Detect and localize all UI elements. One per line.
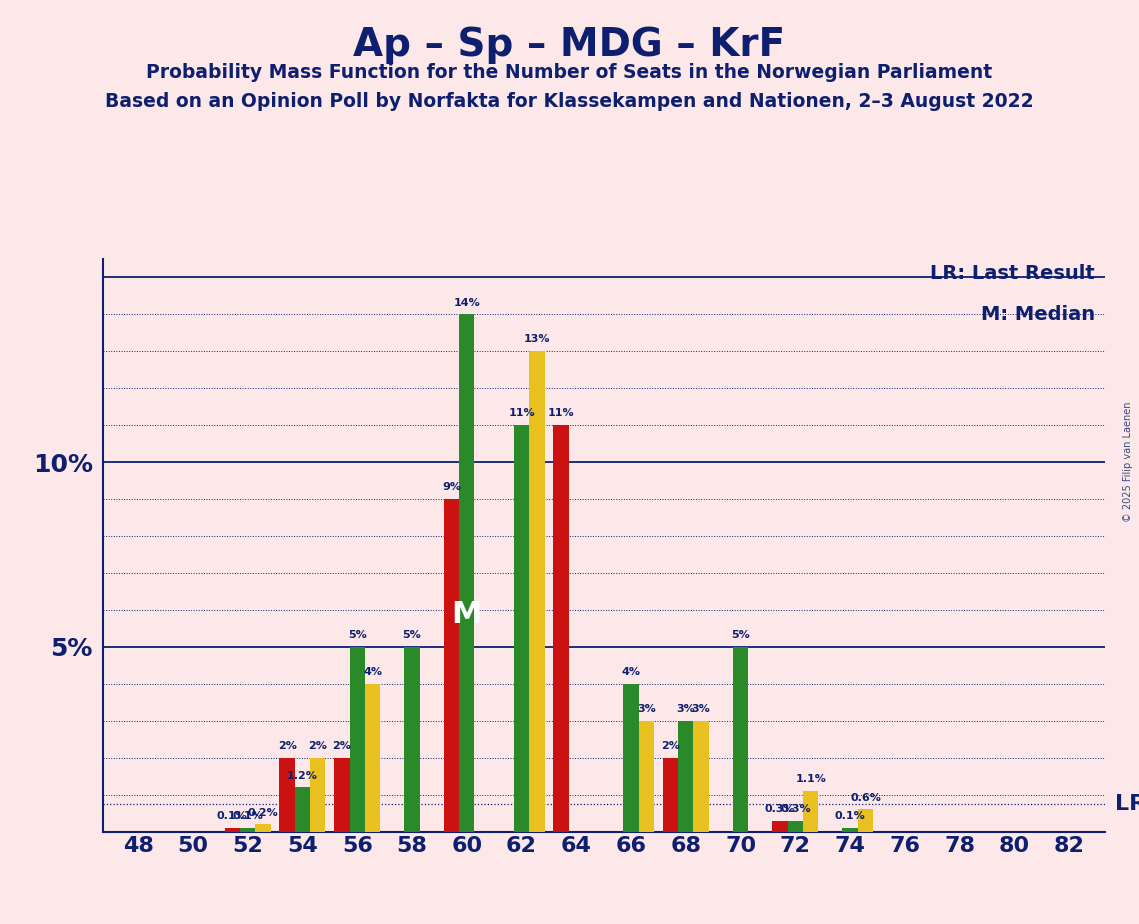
Text: Ap – Sp – MDG – KrF: Ap – Sp – MDG – KrF [353, 26, 786, 64]
Bar [554, 425, 568, 832]
Text: LR: LR [1115, 794, 1139, 814]
Bar [334, 758, 350, 832]
Bar [224, 828, 240, 832]
Text: 5%: 5% [347, 630, 367, 640]
Bar [623, 684, 639, 832]
Text: 0.3%: 0.3% [780, 804, 811, 814]
Bar [295, 787, 310, 832]
Text: 3%: 3% [637, 704, 656, 714]
Bar [404, 647, 419, 832]
Text: 11%: 11% [508, 408, 535, 419]
Text: 0.1%: 0.1% [232, 811, 263, 821]
Text: 14%: 14% [453, 298, 481, 308]
Text: 4%: 4% [363, 667, 382, 677]
Text: 3%: 3% [691, 704, 711, 714]
Text: 5%: 5% [402, 630, 421, 640]
Bar [364, 684, 380, 832]
Text: 0.1%: 0.1% [835, 811, 866, 821]
Text: 0.6%: 0.6% [850, 793, 880, 803]
Bar [530, 351, 544, 832]
Bar [255, 824, 271, 832]
Bar [639, 721, 654, 832]
Bar [459, 314, 475, 832]
Text: 9%: 9% [442, 482, 461, 492]
Text: 13%: 13% [524, 334, 550, 345]
Bar [514, 425, 530, 832]
Text: 2%: 2% [333, 741, 351, 751]
Text: 4%: 4% [622, 667, 640, 677]
Bar [772, 821, 788, 832]
Text: 1.1%: 1.1% [795, 774, 826, 784]
Bar [694, 721, 708, 832]
Text: 2%: 2% [309, 741, 327, 751]
Bar [444, 499, 459, 832]
Text: Based on an Opinion Poll by Norfakta for Klassekampen and Nationen, 2–3 August 2: Based on an Opinion Poll by Norfakta for… [105, 92, 1034, 112]
Bar [279, 758, 295, 832]
Bar [678, 721, 694, 832]
Text: LR: Last Result: LR: Last Result [931, 264, 1095, 284]
Bar [663, 758, 678, 832]
Text: 1.2%: 1.2% [287, 771, 318, 781]
Text: 2%: 2% [661, 741, 680, 751]
Text: 0.3%: 0.3% [764, 804, 795, 814]
Bar [310, 758, 326, 832]
Text: M: Median: M: Median [981, 305, 1095, 323]
Text: 0.2%: 0.2% [247, 808, 278, 818]
Text: 3%: 3% [677, 704, 695, 714]
Bar [732, 647, 748, 832]
Text: © 2025 Filip van Laenen: © 2025 Filip van Laenen [1123, 402, 1133, 522]
Bar [858, 809, 874, 832]
Text: 5%: 5% [731, 630, 749, 640]
Bar [350, 647, 364, 832]
Text: 0.1%: 0.1% [216, 811, 247, 821]
Text: Probability Mass Function for the Number of Seats in the Norwegian Parliament: Probability Mass Function for the Number… [147, 63, 992, 82]
Text: 2%: 2% [278, 741, 296, 751]
Text: 11%: 11% [548, 408, 574, 419]
Text: M: M [451, 600, 482, 628]
Bar [843, 828, 858, 832]
Bar [788, 821, 803, 832]
Bar [803, 791, 819, 832]
Bar [240, 828, 255, 832]
